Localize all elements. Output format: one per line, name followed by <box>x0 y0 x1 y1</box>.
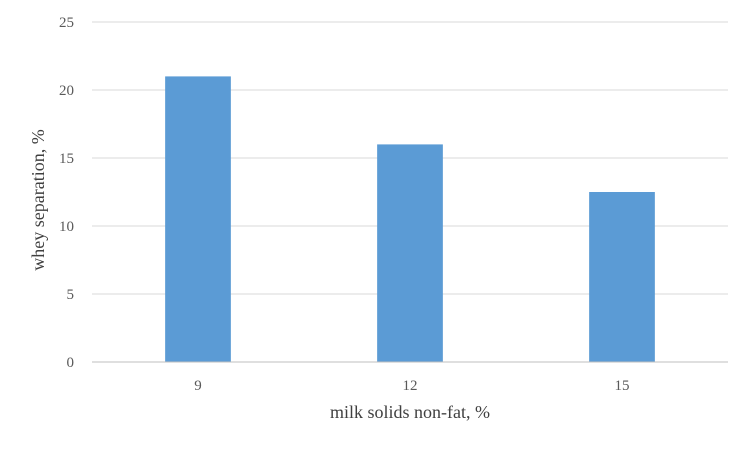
x-tick-label: 15 <box>615 378 630 394</box>
y-tick-label: 0 <box>67 355 75 371</box>
y-tick-label: 20 <box>59 83 74 99</box>
x-axis-title: milk solids non-fat, % <box>330 402 490 422</box>
x-tick-labels: 9 12 15 <box>194 378 629 394</box>
x-tick-label: 12 <box>403 378 418 394</box>
y-tick-label: 15 <box>59 151 74 167</box>
y-tick-label: 10 <box>59 219 74 235</box>
y-tick-label: 25 <box>59 15 74 31</box>
x-tick-label: 9 <box>194 378 202 394</box>
bars <box>165 76 655 363</box>
y-tick-label: 5 <box>67 287 75 303</box>
bar <box>589 192 655 362</box>
y-axis-title: whey separation, % <box>28 129 48 270</box>
bar <box>165 76 231 363</box>
y-tick-labels: 0 5 10 15 20 25 <box>59 15 74 371</box>
bar <box>377 144 443 362</box>
